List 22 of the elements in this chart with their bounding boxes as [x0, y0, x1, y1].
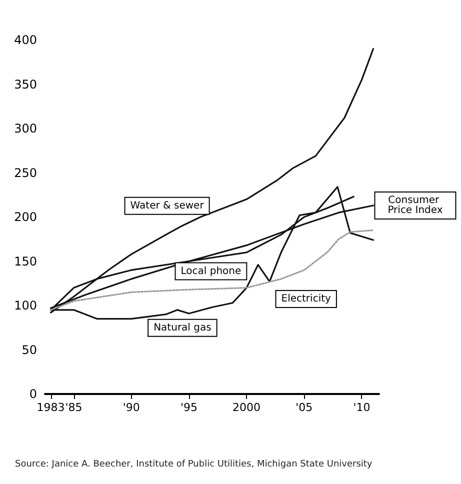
- y-tick-label: 200: [14, 210, 37, 224]
- y-tick-label: 250: [14, 166, 37, 180]
- x-tick-label: '10: [353, 401, 370, 414]
- series-label: Water & sewer: [130, 200, 205, 212]
- x-tick-label: '85: [65, 401, 82, 414]
- x-tick-label: '95: [180, 401, 198, 414]
- y-tick-label: 400: [14, 33, 37, 47]
- source-note: Source: Janice A. Beecher, Institute of Public Utilities, Michigan State University: [15, 460, 373, 470]
- y-tick-label: 50: [22, 342, 37, 357]
- series-label: Consumer Price Index: [388, 194, 443, 216]
- y-tick-label: 100: [14, 298, 37, 312]
- x-tick-label: 2000: [232, 401, 261, 414]
- series-label: Electricity: [281, 293, 332, 304]
- x-tick-label: 1983: [36, 401, 65, 414]
- x-tick-label: '90: [122, 401, 140, 414]
- y-tick-label: 0: [29, 387, 37, 401]
- series-label: Natural gas: [154, 322, 212, 334]
- y-tick-label: 350: [14, 77, 37, 92]
- series-label: Local phone: [180, 266, 242, 277]
- y-tick-label: 300: [14, 122, 37, 136]
- y-tick-label: 150: [14, 254, 37, 268]
- x-tick-label: '05: [296, 401, 313, 414]
